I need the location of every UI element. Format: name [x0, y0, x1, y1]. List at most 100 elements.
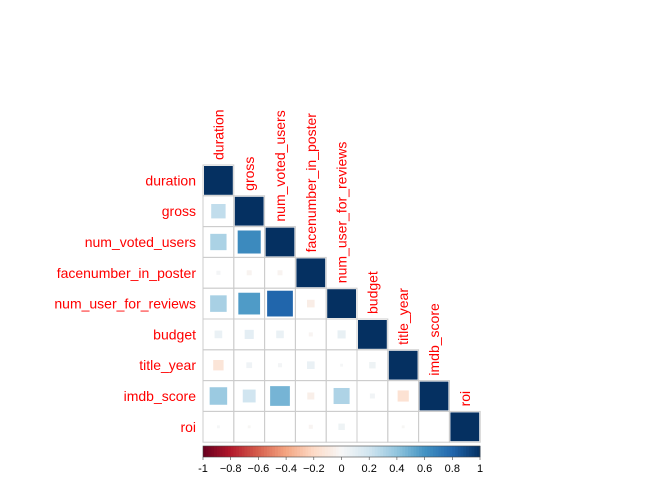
corr-cell-title_year-duration: [213, 360, 224, 371]
colorbar-segment: [302, 446, 306, 457]
row-label-budget: budget: [153, 326, 196, 342]
colorbar-segment: [311, 446, 315, 457]
colorbar-segment: [471, 446, 475, 457]
colorbar-segment: [355, 446, 359, 457]
column-label-num_user_for_reviews: num_user_for_reviews: [334, 142, 350, 284]
corr-cell-num_user_for_reviews-num_user_for_reviews: [327, 289, 356, 318]
colorbar-segment: [327, 446, 331, 457]
corr-cell-num_voted_users-duration: [210, 233, 227, 251]
colorbar-segment: [460, 446, 464, 457]
colorbar-tick-label: 0: [338, 463, 344, 475]
colorbar-segment: [272, 446, 276, 457]
colorbar-segment: [299, 446, 304, 457]
colorbar-segment: [233, 446, 237, 457]
row-label-gross: gross: [162, 203, 196, 219]
colorbar-segment: [474, 446, 478, 457]
colorbar-segment: [313, 446, 317, 457]
corr-cell-title_year-num_voted_users: [277, 363, 283, 368]
corr-cell-budget-facenumber_in_poster: [308, 332, 313, 337]
colorbar-segment: [477, 446, 481, 457]
corr-cell-roi-facenumber_in_poster: [308, 424, 313, 429]
corr-cell-roi-gross: [247, 425, 251, 429]
corr-cell-roi-roi: [450, 412, 480, 442]
colorbar-segment: [399, 446, 403, 457]
colorbar-segment: [377, 446, 381, 457]
colorbar-segment: [358, 446, 362, 457]
row-label-num_voted_users: num_voted_users: [85, 234, 196, 250]
colorbar-segment: [427, 446, 431, 457]
colorbar-segment: [316, 446, 320, 457]
colorbar-segment: [443, 446, 448, 457]
column-label-budget: budget: [364, 271, 380, 314]
colorbar-segment: [347, 446, 351, 457]
column-labels: duration gross num_voted_users facenumber_i…: [210, 109, 472, 406]
corr-cell-num_voted_users-num_voted_users: [265, 227, 295, 257]
corr-cell-title_year-title_year: [388, 350, 418, 380]
colorbar-segment: [383, 446, 387, 457]
row-label-roi: roi: [180, 419, 196, 435]
column-label-imdb_score: imdb_score: [426, 303, 442, 376]
corr-cell-budget-budget: [358, 320, 387, 349]
colorbar-segment: [363, 446, 367, 457]
corr-cell-title_year-num_user_for_reviews: [340, 363, 344, 367]
colorbar-segment: [269, 446, 273, 457]
colorbar-tick-label: 0.6: [417, 463, 432, 475]
corr-cell-imdb_score-facenumber_in_poster: [307, 392, 315, 400]
colorbar-segment: [435, 446, 439, 457]
colorbar-segment: [225, 446, 229, 457]
colorbar-segment: [352, 446, 356, 457]
corr-cell-facenumber_in_poster-facenumber_in_poster: [296, 258, 326, 288]
corr-cell-imdb_score-duration: [209, 387, 228, 405]
colorbar-segment: [438, 446, 442, 457]
corr-cell-imdb_score-budget: [369, 393, 375, 399]
colorbar-segment: [277, 446, 281, 457]
row-label-duration: duration: [145, 172, 196, 188]
colorbar-segment: [410, 446, 414, 457]
colorbar-segment: [244, 446, 248, 457]
colorbar-tick-label: −0.6: [248, 463, 270, 475]
colorbar-segment: [286, 446, 290, 457]
corr-cell-duration-duration: [204, 166, 233, 195]
row-label-title_year: title_year: [139, 357, 196, 373]
colorbar-segment: [468, 446, 473, 457]
column-label-roi: roi: [457, 391, 473, 407]
colorbar-segment: [416, 446, 420, 457]
colorbar-tick-label: 0.2: [362, 463, 377, 475]
corr-cell-roi-title_year: [401, 425, 405, 429]
colorbar-segment: [413, 446, 417, 457]
colorbar-tick-label: −0.8: [220, 463, 242, 475]
colorbar-segment: [216, 446, 221, 457]
column-label-facenumber_in_poster: facenumber_in_poster: [303, 113, 319, 253]
colorbar-segment: [241, 446, 245, 457]
grid-cell: [356, 410, 389, 443]
colorbar-segment: [258, 446, 262, 457]
column-label-duration: duration: [210, 109, 226, 160]
corr-cell-gross-gross: [234, 196, 264, 226]
row-label-facenumber_in_poster: facenumber_in_poster: [57, 265, 197, 281]
corr-cell-budget-gross: [244, 329, 254, 339]
corr-cell-title_year-budget: [369, 361, 376, 369]
colorbar-segment: [324, 446, 329, 457]
colorbar-segment: [319, 446, 323, 457]
colorbar-segment: [388, 446, 392, 457]
corr-cell-num_voted_users-gross: [237, 230, 261, 254]
colorbar-tick-label: -1: [198, 463, 208, 475]
row-label-imdb_score: imdb_score: [124, 388, 197, 404]
colorbar-segment: [349, 446, 353, 457]
colorbar-segment: [344, 446, 348, 457]
colorbar-segment: [322, 446, 326, 457]
colorbar-segment: [205, 446, 209, 457]
colorbar-segment: [208, 446, 212, 457]
colorbar-segment: [297, 446, 301, 457]
corr-cell-imdb_score-gross: [242, 389, 256, 403]
color-legend: -1 −0.8 −0.6 −0.4 −0.2 0 0.2 0.4 0.6 0.8 1: [198, 445, 483, 475]
colorbar-segment: [463, 446, 467, 457]
colorbar-segment: [305, 446, 309, 457]
colorbar-segment: [371, 446, 376, 457]
colorbar-segment: [430, 446, 434, 457]
colorbar-segment: [247, 446, 251, 457]
row-labels: duration gross num_voted_users facenumber_i…: [54, 172, 196, 434]
colorbar-segment: [239, 446, 243, 457]
corr-cell-budget-duration: [214, 330, 223, 339]
